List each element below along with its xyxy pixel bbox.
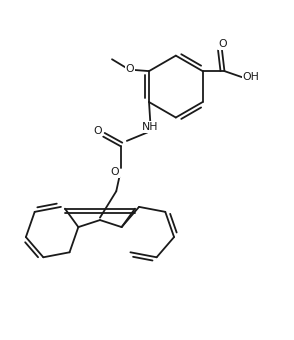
Text: O: O <box>126 64 134 74</box>
Text: O: O <box>219 39 227 49</box>
Text: O: O <box>93 125 102 136</box>
Text: OH: OH <box>243 72 260 82</box>
Text: NH: NH <box>142 122 158 132</box>
Text: O: O <box>111 167 119 177</box>
